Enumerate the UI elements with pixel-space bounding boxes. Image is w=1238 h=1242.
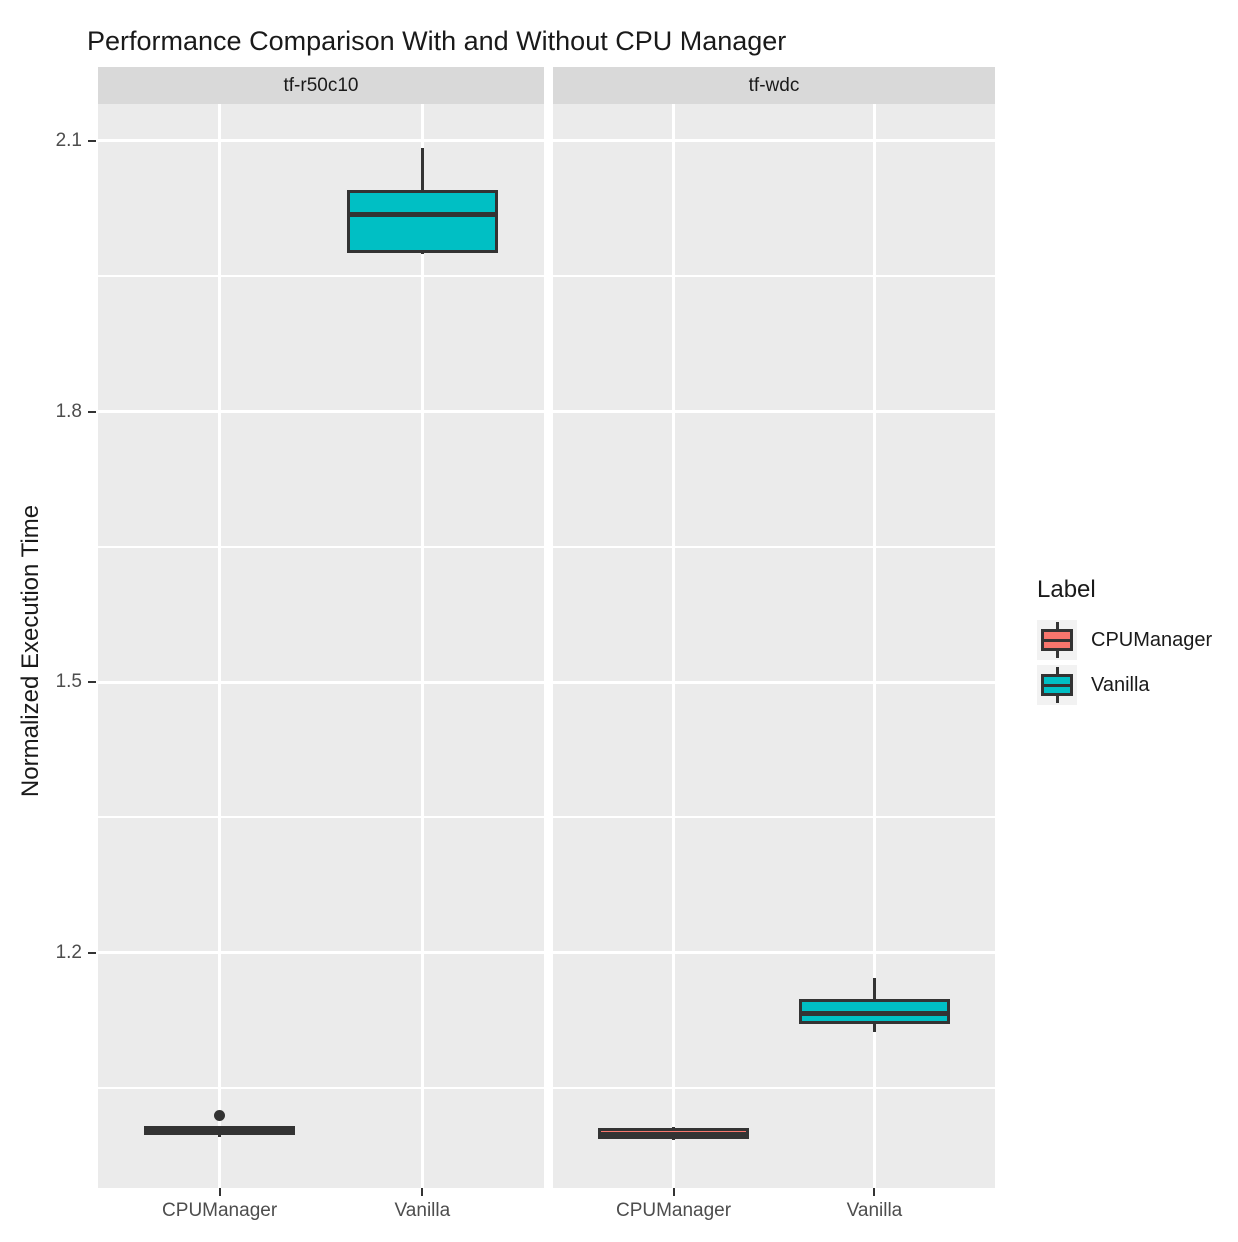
gridline-vertical	[420, 104, 424, 1188]
gridline-major	[553, 410, 995, 414]
gridline-minor	[553, 275, 995, 278]
x-tick-mark	[873, 1188, 876, 1196]
gridline-minor	[553, 545, 995, 548]
gridline-vertical	[672, 104, 676, 1188]
gridline-major	[553, 139, 995, 143]
gridline-minor	[553, 1086, 995, 1089]
y-tick-label: 1.5	[55, 671, 82, 693]
boxplot-whisker-lower	[420, 252, 424, 254]
y-axis-title-text: Normalized Execution Time	[17, 504, 44, 798]
x-tick-mark	[421, 1188, 424, 1196]
y-tick-mark	[88, 681, 96, 684]
facet-panel	[553, 104, 995, 1188]
gridline-major	[98, 410, 544, 414]
legend-entries: CPUManager Vanilla	[1037, 620, 1212, 705]
boxplot-whisker-lower	[872, 1023, 876, 1032]
facet-strip-label: tf-r50c10	[283, 74, 359, 96]
legend-key-boxplot-icon	[1037, 665, 1077, 705]
y-tick-label: 1.2	[55, 941, 82, 963]
gridline-vertical	[218, 104, 222, 1188]
gridline-major	[553, 951, 995, 955]
x-tick-label: Vanilla	[846, 1200, 903, 1221]
boxplot-median	[144, 1127, 296, 1133]
legend: Label CPUManager Vanilla	[1037, 576, 1212, 710]
boxplot-whisker-upper	[420, 148, 424, 190]
y-tick-label: 2.1	[55, 129, 82, 151]
gridline-minor	[98, 816, 544, 819]
boxplot-whisker-lower	[672, 1139, 676, 1141]
y-tick-mark	[88, 951, 96, 954]
y-tick-label: 1.8	[55, 400, 82, 422]
legend-key-boxplot-icon	[1037, 620, 1077, 660]
gridline-minor	[553, 816, 995, 819]
facet-strip: tf-r50c10	[98, 67, 544, 104]
x-tick-mark	[218, 1188, 221, 1196]
gridline-major	[553, 680, 995, 684]
legend-key-median	[1041, 683, 1073, 687]
y-tick-mark	[88, 410, 96, 413]
x-tick-label: Vanilla	[394, 1200, 451, 1221]
x-tick-mark	[672, 1188, 675, 1196]
boxplot-median	[798, 1010, 950, 1016]
legend-entry-label: Vanilla	[1091, 673, 1150, 696]
y-tick-mark	[88, 139, 96, 142]
boxplot-whisker-upper	[672, 1126, 676, 1128]
x-tick-label: CPUManager	[615, 1200, 732, 1221]
legend-key-median	[1041, 638, 1073, 642]
gridline-minor	[98, 1086, 544, 1089]
facet-strip-label: tf-wdc	[748, 74, 800, 96]
facet-panel	[98, 104, 544, 1188]
legend-entry: CPUManager	[1037, 620, 1212, 660]
gridline-minor	[98, 275, 544, 278]
gridline-major	[98, 680, 544, 684]
legend-title: Label	[1037, 576, 1096, 603]
boxplot-whisker-lower	[218, 1134, 222, 1138]
facet-strip: tf-wdc	[553, 67, 995, 104]
boxplot-box	[346, 189, 498, 253]
gridline-major	[98, 139, 544, 143]
boxplot-median	[346, 211, 498, 217]
gridline-major	[98, 951, 544, 955]
plot-title: Performance Comparison With and Without …	[87, 26, 787, 56]
legend-entry: Vanilla	[1037, 665, 1212, 705]
gridline-vertical	[872, 104, 876, 1188]
boxplot-median	[598, 1132, 750, 1138]
boxplot-whisker-upper	[872, 977, 876, 999]
legend-entry-label: CPUManager	[1091, 628, 1213, 651]
boxplot-outlier	[214, 1110, 226, 1122]
x-tick-label: CPUManager	[162, 1200, 278, 1221]
gridline-minor	[98, 545, 544, 548]
